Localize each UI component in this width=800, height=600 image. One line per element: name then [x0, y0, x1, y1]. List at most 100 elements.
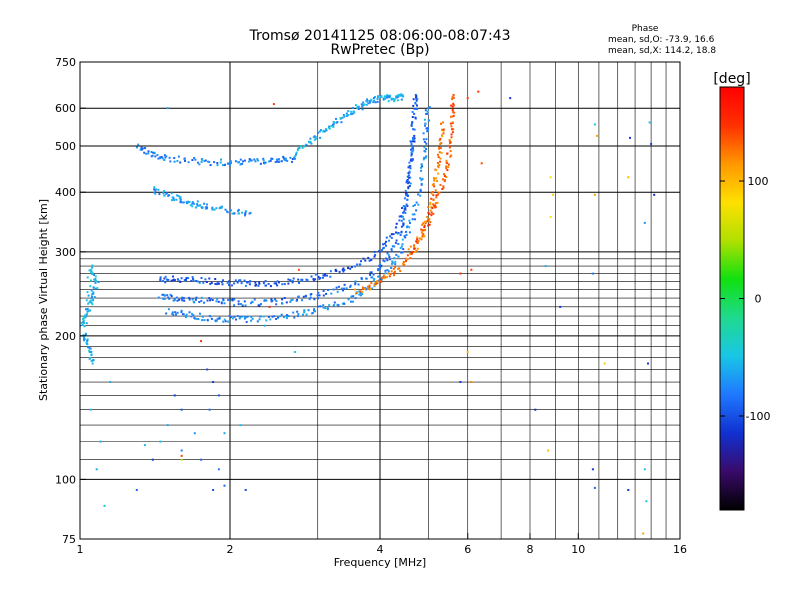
trace-point: [422, 132, 425, 135]
trace-point: [222, 299, 225, 302]
trace-point: [397, 94, 400, 97]
trace-point: [390, 248, 393, 251]
trace-point: [416, 236, 419, 239]
trace-point: [452, 114, 455, 117]
trace-point: [423, 220, 426, 223]
trace-point: [333, 301, 336, 304]
trace-point: [351, 300, 354, 303]
trace-point: [408, 219, 411, 222]
trace-point: [450, 133, 453, 136]
trace-point: [422, 158, 425, 161]
trace-point: [220, 280, 223, 283]
trace-point: [314, 273, 317, 276]
trace-point: [405, 181, 408, 184]
scatter-point: [466, 97, 469, 100]
trace-point: [194, 298, 197, 301]
trace-point: [285, 301, 288, 304]
trace-point: [164, 275, 167, 278]
trace-point: [356, 107, 359, 110]
trace-point: [90, 297, 93, 300]
trace-point: [413, 204, 416, 206]
scatter-point: [263, 324, 266, 327]
trace-point: [194, 158, 197, 161]
trace-point: [322, 129, 325, 132]
scatter-point: [591, 468, 594, 471]
trace-point: [440, 142, 443, 145]
trace-point: [83, 322, 85, 324]
trace-point: [362, 257, 365, 260]
trace-point: [438, 151, 441, 154]
trace-point: [218, 316, 221, 319]
trace-point: [416, 247, 419, 250]
trace-point: [303, 311, 306, 314]
trace-point: [87, 294, 90, 297]
trace-point: [334, 268, 337, 271]
trace-point: [270, 298, 273, 301]
trace-point: [259, 162, 262, 165]
trace-point: [290, 299, 293, 302]
trace-point: [169, 293, 172, 296]
scatter-point: [459, 272, 462, 275]
trace-point: [409, 222, 411, 224]
trace-point: [434, 189, 437, 192]
trace-point: [327, 126, 330, 129]
trace-point: [415, 201, 418, 204]
trace-point: [90, 360, 93, 362]
trace-point: [439, 157, 442, 160]
trace-point: [83, 325, 86, 328]
trace-point: [430, 211, 433, 214]
trace-point: [298, 282, 300, 284]
trace-point: [298, 146, 301, 149]
trace-point: [174, 279, 176, 282]
trace-point: [205, 206, 208, 209]
trace-point: [215, 319, 218, 322]
trace-point: [378, 264, 381, 267]
trace-point: [395, 222, 398, 225]
trace-point: [361, 286, 364, 289]
trace-point: [85, 308, 87, 311]
trace-point: [343, 115, 346, 118]
trace-point: [388, 258, 391, 261]
trace-point: [404, 208, 407, 211]
trace-point: [82, 318, 85, 321]
trace-point: [427, 224, 430, 227]
trace-point: [219, 206, 222, 209]
trace-point: [94, 278, 97, 280]
trace-point: [411, 218, 414, 221]
trace-point: [408, 165, 411, 168]
trace-point: [289, 279, 292, 282]
trace-point: [416, 238, 419, 241]
trace-point: [406, 225, 409, 228]
trace-point: [312, 279, 315, 282]
trace-point: [437, 191, 440, 194]
trace-point: [296, 149, 299, 152]
trace-point: [389, 273, 392, 275]
trace-point: [233, 212, 236, 215]
trace-point: [184, 159, 186, 162]
trace-point: [452, 93, 455, 96]
trace-point: [244, 210, 247, 213]
trace-point: [308, 298, 311, 301]
trace-point: [412, 136, 414, 139]
trace-point: [446, 169, 449, 172]
trace-point: [395, 239, 398, 242]
trace-point: [412, 205, 415, 207]
trace-point: [425, 127, 428, 130]
trace-point: [164, 156, 167, 159]
trace-point: [322, 289, 325, 292]
trace-point: [163, 190, 166, 192]
trace-point: [332, 125, 335, 128]
trace-point: [432, 203, 435, 206]
trace-point: [281, 283, 284, 286]
trace-point: [270, 300, 273, 303]
trace-point: [411, 251, 414, 254]
trace-point: [259, 315, 262, 318]
trace-point: [216, 283, 219, 286]
trace-point: [426, 215, 429, 218]
trace-point: [369, 271, 372, 274]
trace-point: [389, 235, 392, 238]
trace-point: [419, 189, 422, 192]
trace-point: [423, 224, 426, 227]
trace-point: [90, 270, 93, 273]
trace-point: [226, 282, 229, 284]
